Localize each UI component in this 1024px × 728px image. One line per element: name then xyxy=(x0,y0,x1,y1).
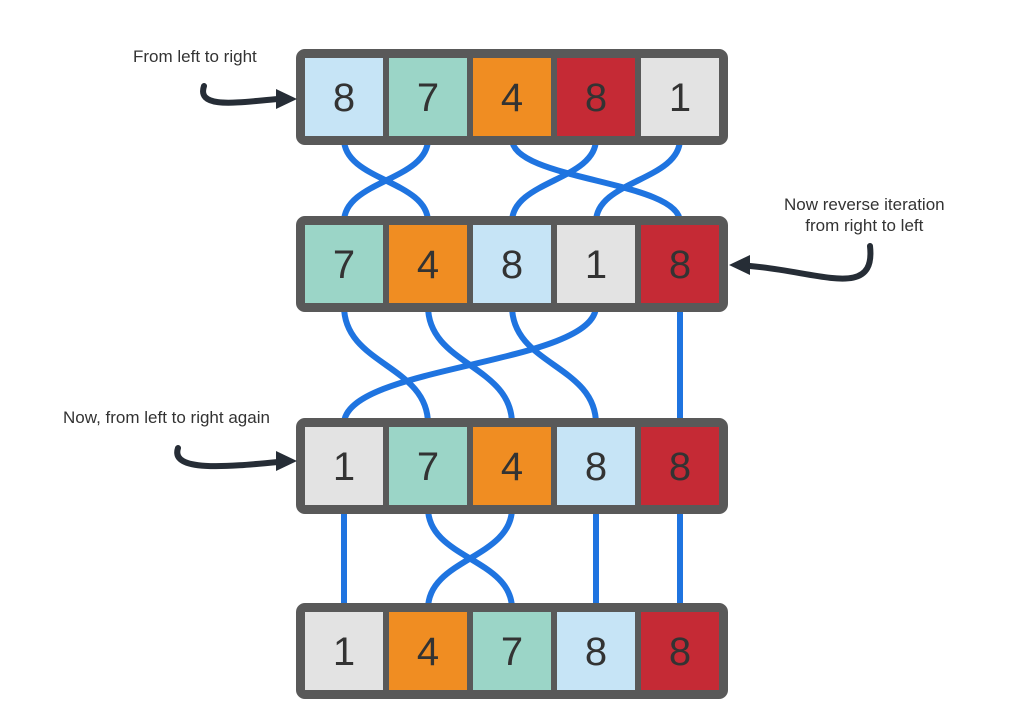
arrowhead-left-to-right-again xyxy=(276,451,297,471)
row-after-pass-1-value-0: 7 xyxy=(333,243,355,287)
row-initial-value-0: 8 xyxy=(333,76,355,120)
row-after-pass-1-value-3: 1 xyxy=(585,243,607,287)
row-initial-frame xyxy=(296,49,728,145)
label-left-to-right: From left to right xyxy=(133,47,257,66)
row-after-pass-1-value-2: 8 xyxy=(501,243,523,287)
wire-row2-col2-to-col1 xyxy=(425,507,515,610)
wire-row1-col3-to-col0 xyxy=(341,305,599,425)
arrowhead-reverse-iteration xyxy=(729,255,750,275)
row-initial: 8 7 4 8 1 xyxy=(296,49,728,145)
wire-row0-col2-to-col4 xyxy=(509,138,683,223)
row-sorted-value-0: 1 xyxy=(333,630,355,674)
row-after-pass-2-value-4: 8 xyxy=(669,445,691,489)
arrowhead-left-to-right xyxy=(276,89,297,109)
row-after-pass-2-value-2: 4 xyxy=(501,445,523,489)
label-reverse-line-2: from right to left xyxy=(805,216,924,235)
row-initial-value-3: 8 xyxy=(585,76,607,120)
row-initial-value-1: 7 xyxy=(417,76,439,120)
row-initial-cell-0 xyxy=(299,52,389,142)
row-after-pass-1-frame xyxy=(296,216,728,312)
row-sorted-value-4: 8 xyxy=(669,630,691,674)
row-after-pass-2: 1 7 4 8 8 xyxy=(296,418,728,514)
arrow-left-to-right-again xyxy=(174,445,281,470)
label-reverse-iteration: Now reverse iteration from right to left xyxy=(784,194,945,236)
row-after-pass-2-value-3: 8 xyxy=(585,445,607,489)
wire-row1-col0-to-col1 xyxy=(341,305,431,425)
label-left-to-right-again: Now, from left to right again xyxy=(63,408,270,427)
row-after-pass-2-value-1: 7 xyxy=(417,445,439,489)
row-initial-value-2: 4 xyxy=(501,76,523,120)
row-after-pass-1: 7 4 8 1 8 xyxy=(296,216,728,312)
row-sorted-value-1: 4 xyxy=(417,630,439,674)
swap-wires xyxy=(340,138,683,610)
row-after-pass-1-value-1: 4 xyxy=(417,243,439,287)
array-rows: 8 7 4 8 1 7 4 8 1 8 1 7 4 8 8 1 4 7 8 8 xyxy=(296,49,728,699)
wire-row0-col4-to-col3 xyxy=(593,138,683,223)
row-sorted-value-3: 8 xyxy=(585,630,607,674)
row-after-pass-2-frame xyxy=(296,418,728,514)
row-initial-value-4: 1 xyxy=(669,76,691,120)
row-sorted-frame xyxy=(296,603,728,699)
pointer-arrows xyxy=(174,83,874,471)
row-after-pass-2-value-0: 1 xyxy=(333,445,355,489)
row-sorted-value-2: 7 xyxy=(501,630,523,674)
wire-row0-col3-to-col2 xyxy=(509,138,599,223)
row-sorted: 1 4 7 8 8 xyxy=(296,603,728,699)
row-after-pass-1-value-4: 8 xyxy=(669,243,691,287)
wire-row0-col1-to-col0 xyxy=(341,138,431,223)
wire-row1-col2-to-col3 xyxy=(509,305,599,425)
label-reverse-line-1: Now reverse iteration xyxy=(784,195,945,214)
arrow-reverse-iteration xyxy=(747,243,874,282)
arrow-left-to-right xyxy=(200,83,281,106)
